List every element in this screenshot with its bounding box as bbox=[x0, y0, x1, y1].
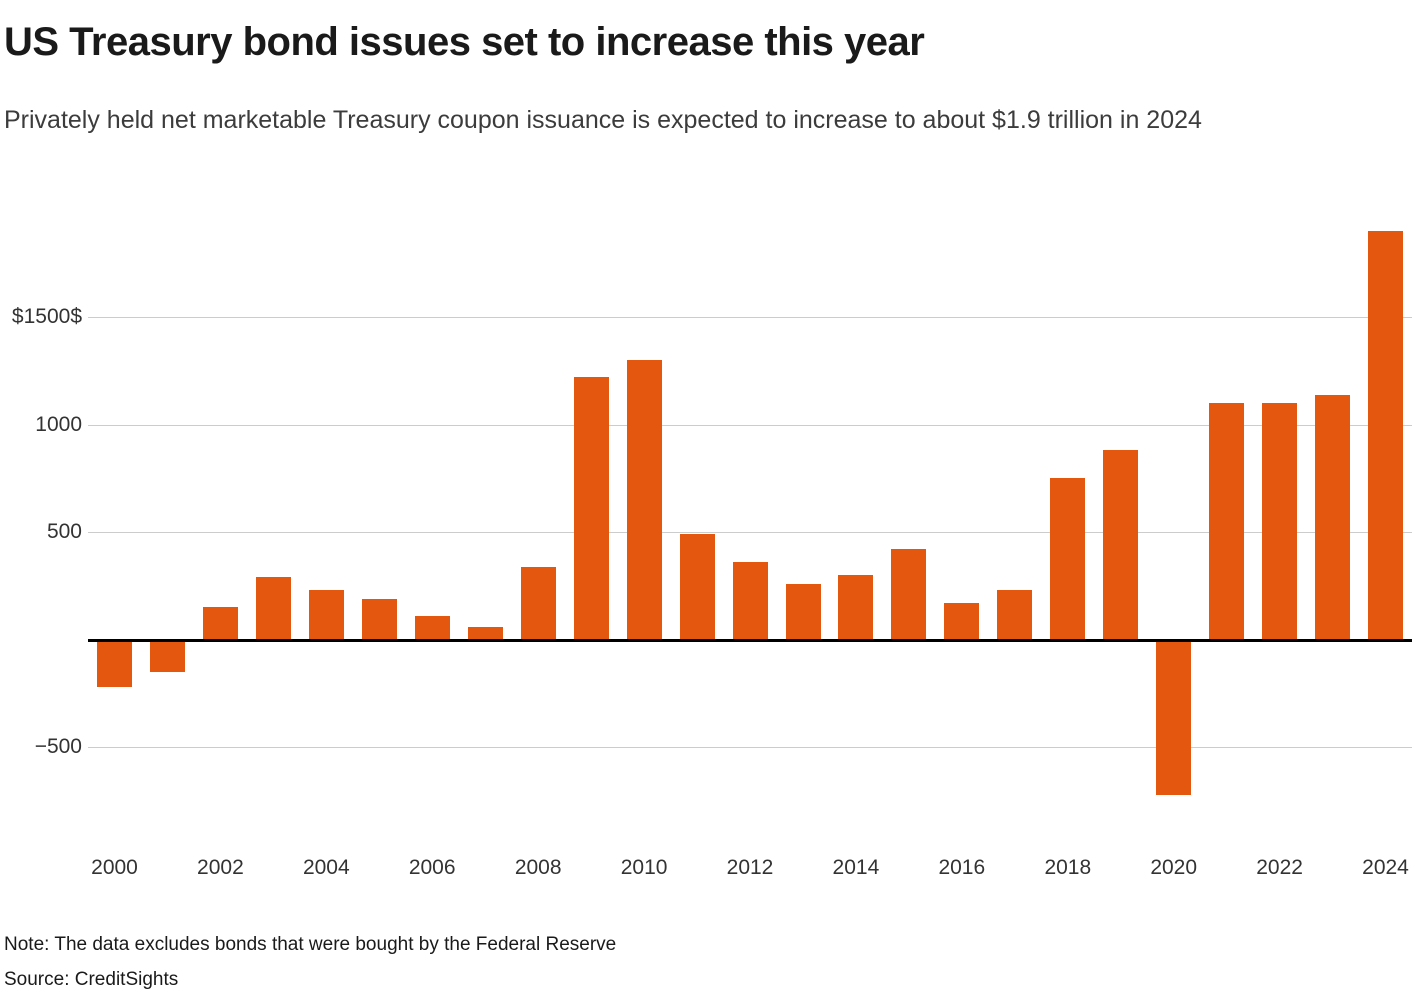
y-axis: $1500$ 1000 500 −500 bbox=[0, 188, 82, 844]
chart-title: US Treasury bond issues set to increase … bbox=[4, 20, 925, 64]
x-tick-label: 2018 bbox=[1044, 856, 1092, 879]
bar-2003 bbox=[255, 577, 291, 640]
bar-2022 bbox=[1262, 403, 1298, 640]
x-tick-label: 2012 bbox=[726, 856, 774, 879]
bar-2004 bbox=[308, 590, 344, 640]
x-tick-label: 2008 bbox=[514, 856, 562, 879]
bar-2000 bbox=[97, 639, 132, 687]
x-tick-label: 2022 bbox=[1256, 856, 1303, 879]
gridline bbox=[88, 532, 1412, 534]
y-tick-label: $1500$ bbox=[11, 305, 82, 328]
bar-2008 bbox=[520, 566, 556, 640]
x-tick-label: 2010 bbox=[620, 856, 668, 879]
bar-2015 bbox=[891, 549, 927, 640]
x-tick-label: 2024 bbox=[1362, 856, 1409, 879]
y-tick-label: −500 bbox=[34, 735, 82, 759]
x-axis: 2000 2002 2004 2006 2008 2010 2012 2014 2016 2018… bbox=[88, 856, 1412, 886]
chart-subtitle: Privately held net marketable Treasury c… bbox=[4, 106, 1202, 134]
gridline bbox=[88, 424, 1412, 426]
bar-2021 bbox=[1209, 403, 1245, 640]
plot-area bbox=[88, 188, 1412, 844]
bar-2018 bbox=[1050, 478, 1086, 640]
footnote: Note: The data excludes bonds that were … bbox=[4, 934, 617, 955]
x-tick-label: 2020 bbox=[1150, 856, 1198, 879]
bar-2016 bbox=[944, 603, 980, 640]
bar-2014 bbox=[838, 575, 874, 640]
bar-2013 bbox=[785, 583, 821, 640]
source-line: Source: CreditSights bbox=[4, 969, 179, 990]
x-tick-label: 2006 bbox=[408, 856, 456, 879]
bar-2019 bbox=[1103, 450, 1139, 640]
bar-2007 bbox=[467, 626, 503, 640]
x-tick-label: 2004 bbox=[302, 856, 350, 879]
bar-2017 bbox=[997, 590, 1033, 640]
bar-2011 bbox=[679, 534, 715, 640]
gridline bbox=[88, 317, 1412, 318]
bar-2002 bbox=[202, 607, 238, 640]
x-tick-label: 2016 bbox=[938, 856, 986, 879]
bar-2010 bbox=[626, 360, 662, 640]
x-tick-label: 2000 bbox=[91, 856, 138, 879]
bar-2009 bbox=[573, 377, 609, 640]
y-tick-label: 1000 bbox=[35, 412, 82, 436]
bar-2005 bbox=[361, 598, 397, 640]
bar-2006 bbox=[414, 616, 450, 640]
bar-2012 bbox=[732, 562, 768, 640]
bar-2023 bbox=[1315, 394, 1351, 640]
bar-2001 bbox=[149, 639, 185, 672]
bar-2024 bbox=[1368, 231, 1403, 640]
gridline bbox=[88, 747, 1412, 749]
y-tick-label: 500 bbox=[46, 520, 82, 544]
bar-2020 bbox=[1156, 639, 1192, 795]
x-tick-label: 2002 bbox=[197, 856, 244, 879]
zero-axis-line bbox=[88, 638, 1412, 642]
x-tick-label: 2014 bbox=[832, 856, 880, 879]
